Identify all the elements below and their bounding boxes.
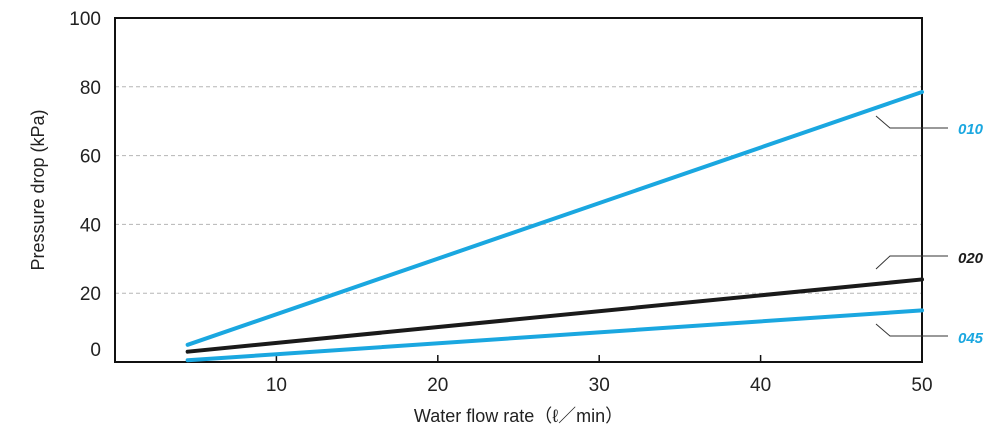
x-tick-label: 50: [911, 375, 932, 396]
leader-line-020: [875, 255, 948, 270]
plot-frame: [114, 17, 923, 363]
grid-lines: [115, 86, 922, 294]
x-tick-label: 40: [750, 375, 771, 396]
x-tick-label: 10: [266, 375, 287, 396]
y-tick-label: 0: [90, 340, 101, 361]
series-line-010: [185, 89, 924, 347]
leader-line-010: [875, 115, 948, 129]
y-tick-label: 40: [80, 215, 101, 236]
y-axis-ticks: 0 20 40 60 80 100: [69, 9, 101, 361]
x-axis-ticks: 10 20 30 40 50: [266, 355, 933, 396]
x-axis-label: Water flow rate（ℓ／min）: [414, 406, 623, 426]
series-label-045: 045: [958, 330, 984, 347]
y-axis-label: Pressure drop (kPa): [28, 109, 48, 270]
series-lines: [185, 89, 924, 363]
y-tick-label: 60: [80, 147, 101, 168]
leader-line-045: [875, 323, 948, 337]
series-line-020: [185, 277, 924, 354]
x-tick-label: 30: [589, 375, 610, 396]
y-tick-label: 100: [69, 9, 101, 30]
series-label-010: 010: [958, 121, 984, 138]
series-line-045: [185, 308, 924, 363]
series-label-020: 020: [958, 250, 984, 267]
y-tick-label: 80: [80, 78, 101, 99]
y-tick-label: 20: [80, 284, 101, 305]
x-tick-label: 20: [427, 375, 448, 396]
series-labels: 010 020 045: [875, 115, 984, 347]
